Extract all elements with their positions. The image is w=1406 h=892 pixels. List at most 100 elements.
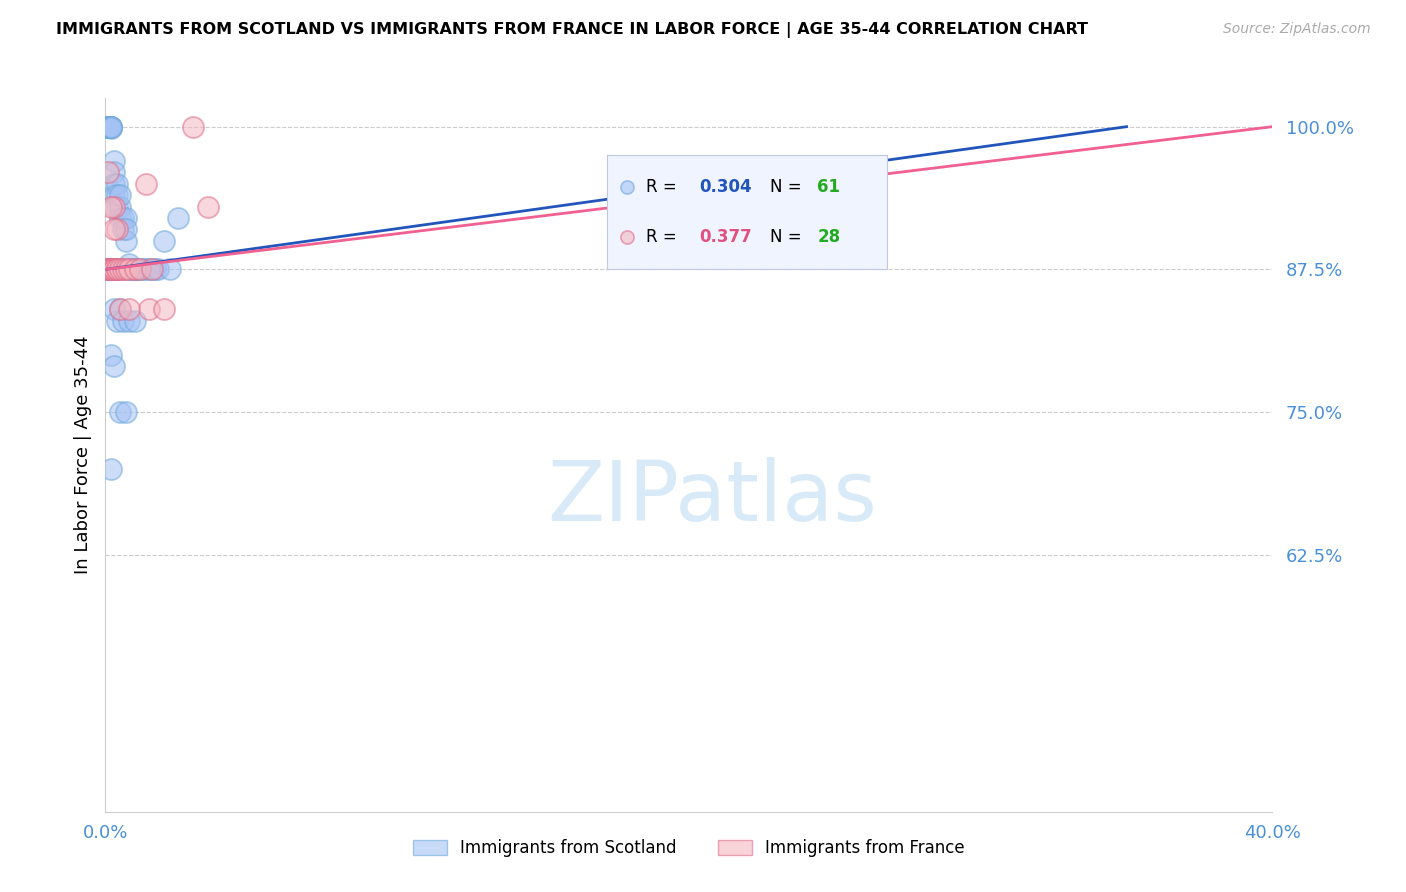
Point: [152, 302, 174, 317]
Point: [141, 262, 163, 277]
Text: IMMIGRANTS FROM SCOTLAND VS IMMIGRANTS FROM FRANCE IN LABOR FORCE | AGE 35-44 CO: IMMIGRANTS FROM SCOTLAND VS IMMIGRANTS F…: [56, 22, 1088, 38]
Point: [132, 262, 155, 277]
Point: [111, 314, 134, 328]
Point: [103, 177, 125, 191]
Point: [105, 222, 128, 236]
Text: 61: 61: [817, 178, 841, 196]
Point: [103, 262, 125, 277]
Point: [108, 211, 131, 225]
Point: [100, 262, 122, 277]
Point: [197, 200, 219, 214]
Point: [98, 120, 121, 134]
Point: [124, 262, 146, 277]
Text: 0.304: 0.304: [700, 178, 752, 196]
Text: Source: ZipAtlas.com: Source: ZipAtlas.com: [1223, 22, 1371, 37]
Point: [105, 200, 128, 214]
Point: [97, 262, 120, 277]
Point: [103, 359, 125, 374]
Point: [97, 262, 120, 277]
Text: N =: N =: [769, 228, 807, 246]
Point: [118, 262, 141, 277]
Point: [135, 177, 157, 191]
Point: [100, 200, 122, 214]
Text: R =: R =: [647, 178, 682, 196]
Point: [167, 211, 190, 225]
Point: [115, 234, 138, 248]
Point: [96, 120, 118, 134]
Point: [103, 200, 125, 214]
Point: [96, 262, 118, 277]
Point: [103, 188, 125, 202]
Point: [129, 262, 152, 277]
Text: 28: 28: [817, 228, 841, 246]
Point: [97, 165, 120, 179]
Point: [129, 262, 152, 277]
Point: [98, 120, 121, 134]
Point: [97, 262, 120, 277]
Point: [115, 262, 138, 277]
Point: [616, 230, 638, 244]
Point: [97, 120, 120, 134]
Point: [127, 262, 149, 277]
Point: [111, 262, 134, 277]
Point: [159, 262, 181, 277]
Text: R =: R =: [647, 228, 682, 246]
Point: [100, 120, 122, 134]
Point: [103, 262, 125, 277]
Legend: Immigrants from Scotland, Immigrants from France: Immigrants from Scotland, Immigrants fro…: [406, 833, 972, 864]
Point: [103, 302, 125, 317]
Point: [118, 257, 141, 271]
Point: [103, 153, 125, 168]
Point: [124, 262, 146, 277]
Text: N =: N =: [769, 178, 807, 196]
Point: [100, 120, 122, 135]
Point: [111, 211, 134, 225]
Point: [105, 262, 128, 277]
Point: [108, 302, 131, 317]
Point: [138, 302, 160, 317]
Point: [100, 262, 122, 277]
Point: [100, 120, 122, 134]
Point: [152, 234, 174, 248]
Point: [103, 222, 125, 236]
Point: [105, 262, 128, 277]
Point: [108, 188, 131, 202]
Point: [105, 177, 128, 191]
Point: [103, 165, 125, 179]
Point: [124, 262, 146, 277]
Point: [616, 180, 638, 194]
Point: [100, 262, 122, 277]
Point: [124, 314, 146, 328]
Point: [105, 262, 128, 277]
Point: [121, 262, 143, 277]
Point: [105, 188, 128, 202]
Point: [100, 462, 122, 476]
Point: [108, 302, 131, 317]
Point: [115, 405, 138, 419]
Point: [115, 222, 138, 236]
Point: [135, 262, 157, 277]
Point: [146, 262, 169, 277]
Point: [105, 314, 128, 328]
Text: ZIPatlas: ZIPatlas: [547, 458, 877, 538]
Text: 0.377: 0.377: [700, 228, 752, 246]
Point: [103, 262, 125, 277]
Point: [118, 302, 141, 317]
Point: [108, 200, 131, 214]
Point: [141, 262, 163, 277]
Y-axis label: In Labor Force | Age 35-44: In Labor Force | Age 35-44: [73, 335, 91, 574]
Point: [111, 262, 134, 277]
Point: [108, 405, 131, 419]
Point: [118, 262, 141, 277]
Point: [111, 222, 134, 236]
Point: [100, 348, 122, 362]
Point: [115, 211, 138, 225]
Point: [118, 314, 141, 328]
Point: [100, 120, 122, 134]
Point: [105, 262, 128, 277]
Point: [97, 120, 120, 134]
Point: [108, 262, 131, 277]
Point: [138, 262, 160, 277]
Point: [181, 120, 204, 134]
Point: [143, 262, 166, 277]
